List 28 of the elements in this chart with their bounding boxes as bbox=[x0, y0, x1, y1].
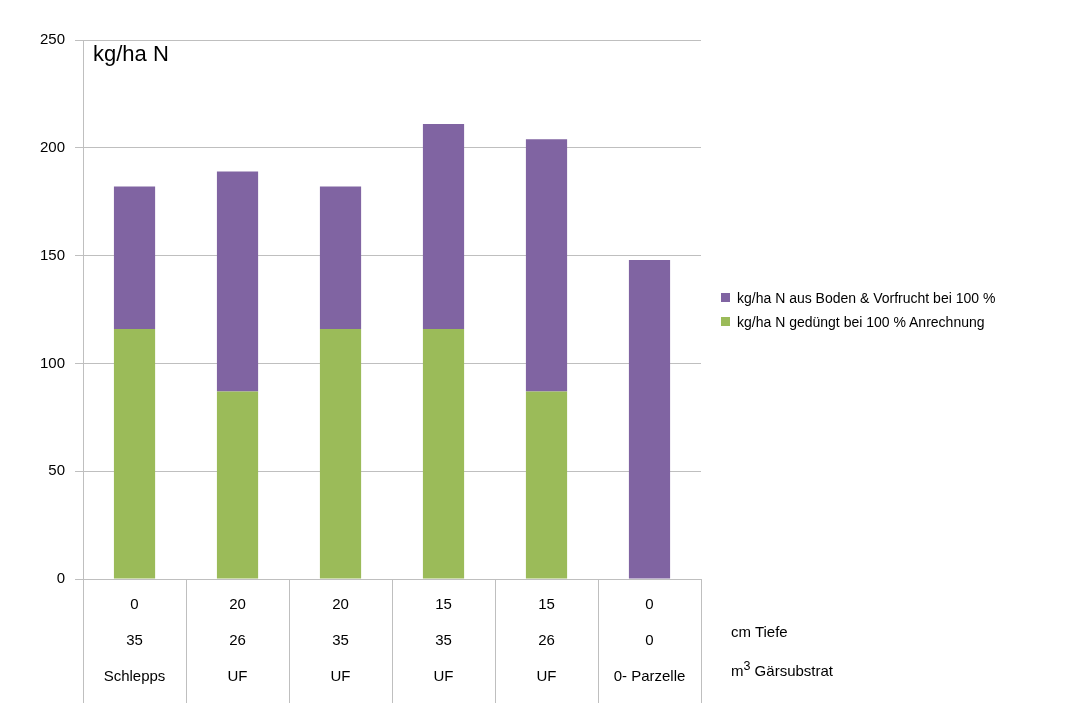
bar bbox=[422, 124, 465, 329]
category-label: 20 35 UF bbox=[330, 595, 351, 685]
category-label: 15 26 UF bbox=[536, 595, 557, 685]
y-tick-label: 100 bbox=[40, 353, 66, 371]
bar bbox=[113, 186, 156, 329]
bar bbox=[319, 328, 362, 579]
y-tick-label: 200 bbox=[40, 137, 66, 155]
bar bbox=[113, 328, 156, 579]
text: m$^{3}$ Gärsubstrat bbox=[731, 659, 833, 679]
text: cm Tiefe bbox=[731, 623, 788, 640]
legend-label: kg/ha N gedüngt bei 100 % Anrechnung bbox=[737, 313, 985, 330]
bar bbox=[422, 328, 465, 579]
bar bbox=[216, 391, 259, 579]
category-label: 15 35 UF bbox=[433, 595, 454, 685]
bar bbox=[628, 259, 671, 579]
y-tick-label: 50 bbox=[48, 461, 66, 479]
y-tick-label: 0 bbox=[56, 569, 66, 587]
bar bbox=[525, 139, 568, 392]
y-axis-title: kg/ha N bbox=[87, 41, 175, 67]
bar bbox=[319, 186, 362, 329]
category-label: 0 35 Schlepps bbox=[103, 595, 166, 685]
category-label: 0 0 0- Parzelle bbox=[613, 595, 686, 685]
y-tick-label: 150 bbox=[40, 245, 66, 263]
y-tick-label: 250 bbox=[40, 30, 66, 48]
legend-label: kg/ha N aus Boden & Vorfrucht bei 100 % bbox=[737, 289, 996, 306]
bar bbox=[216, 171, 259, 392]
category-label: 20 26 UF bbox=[227, 595, 248, 685]
bar bbox=[525, 391, 568, 579]
